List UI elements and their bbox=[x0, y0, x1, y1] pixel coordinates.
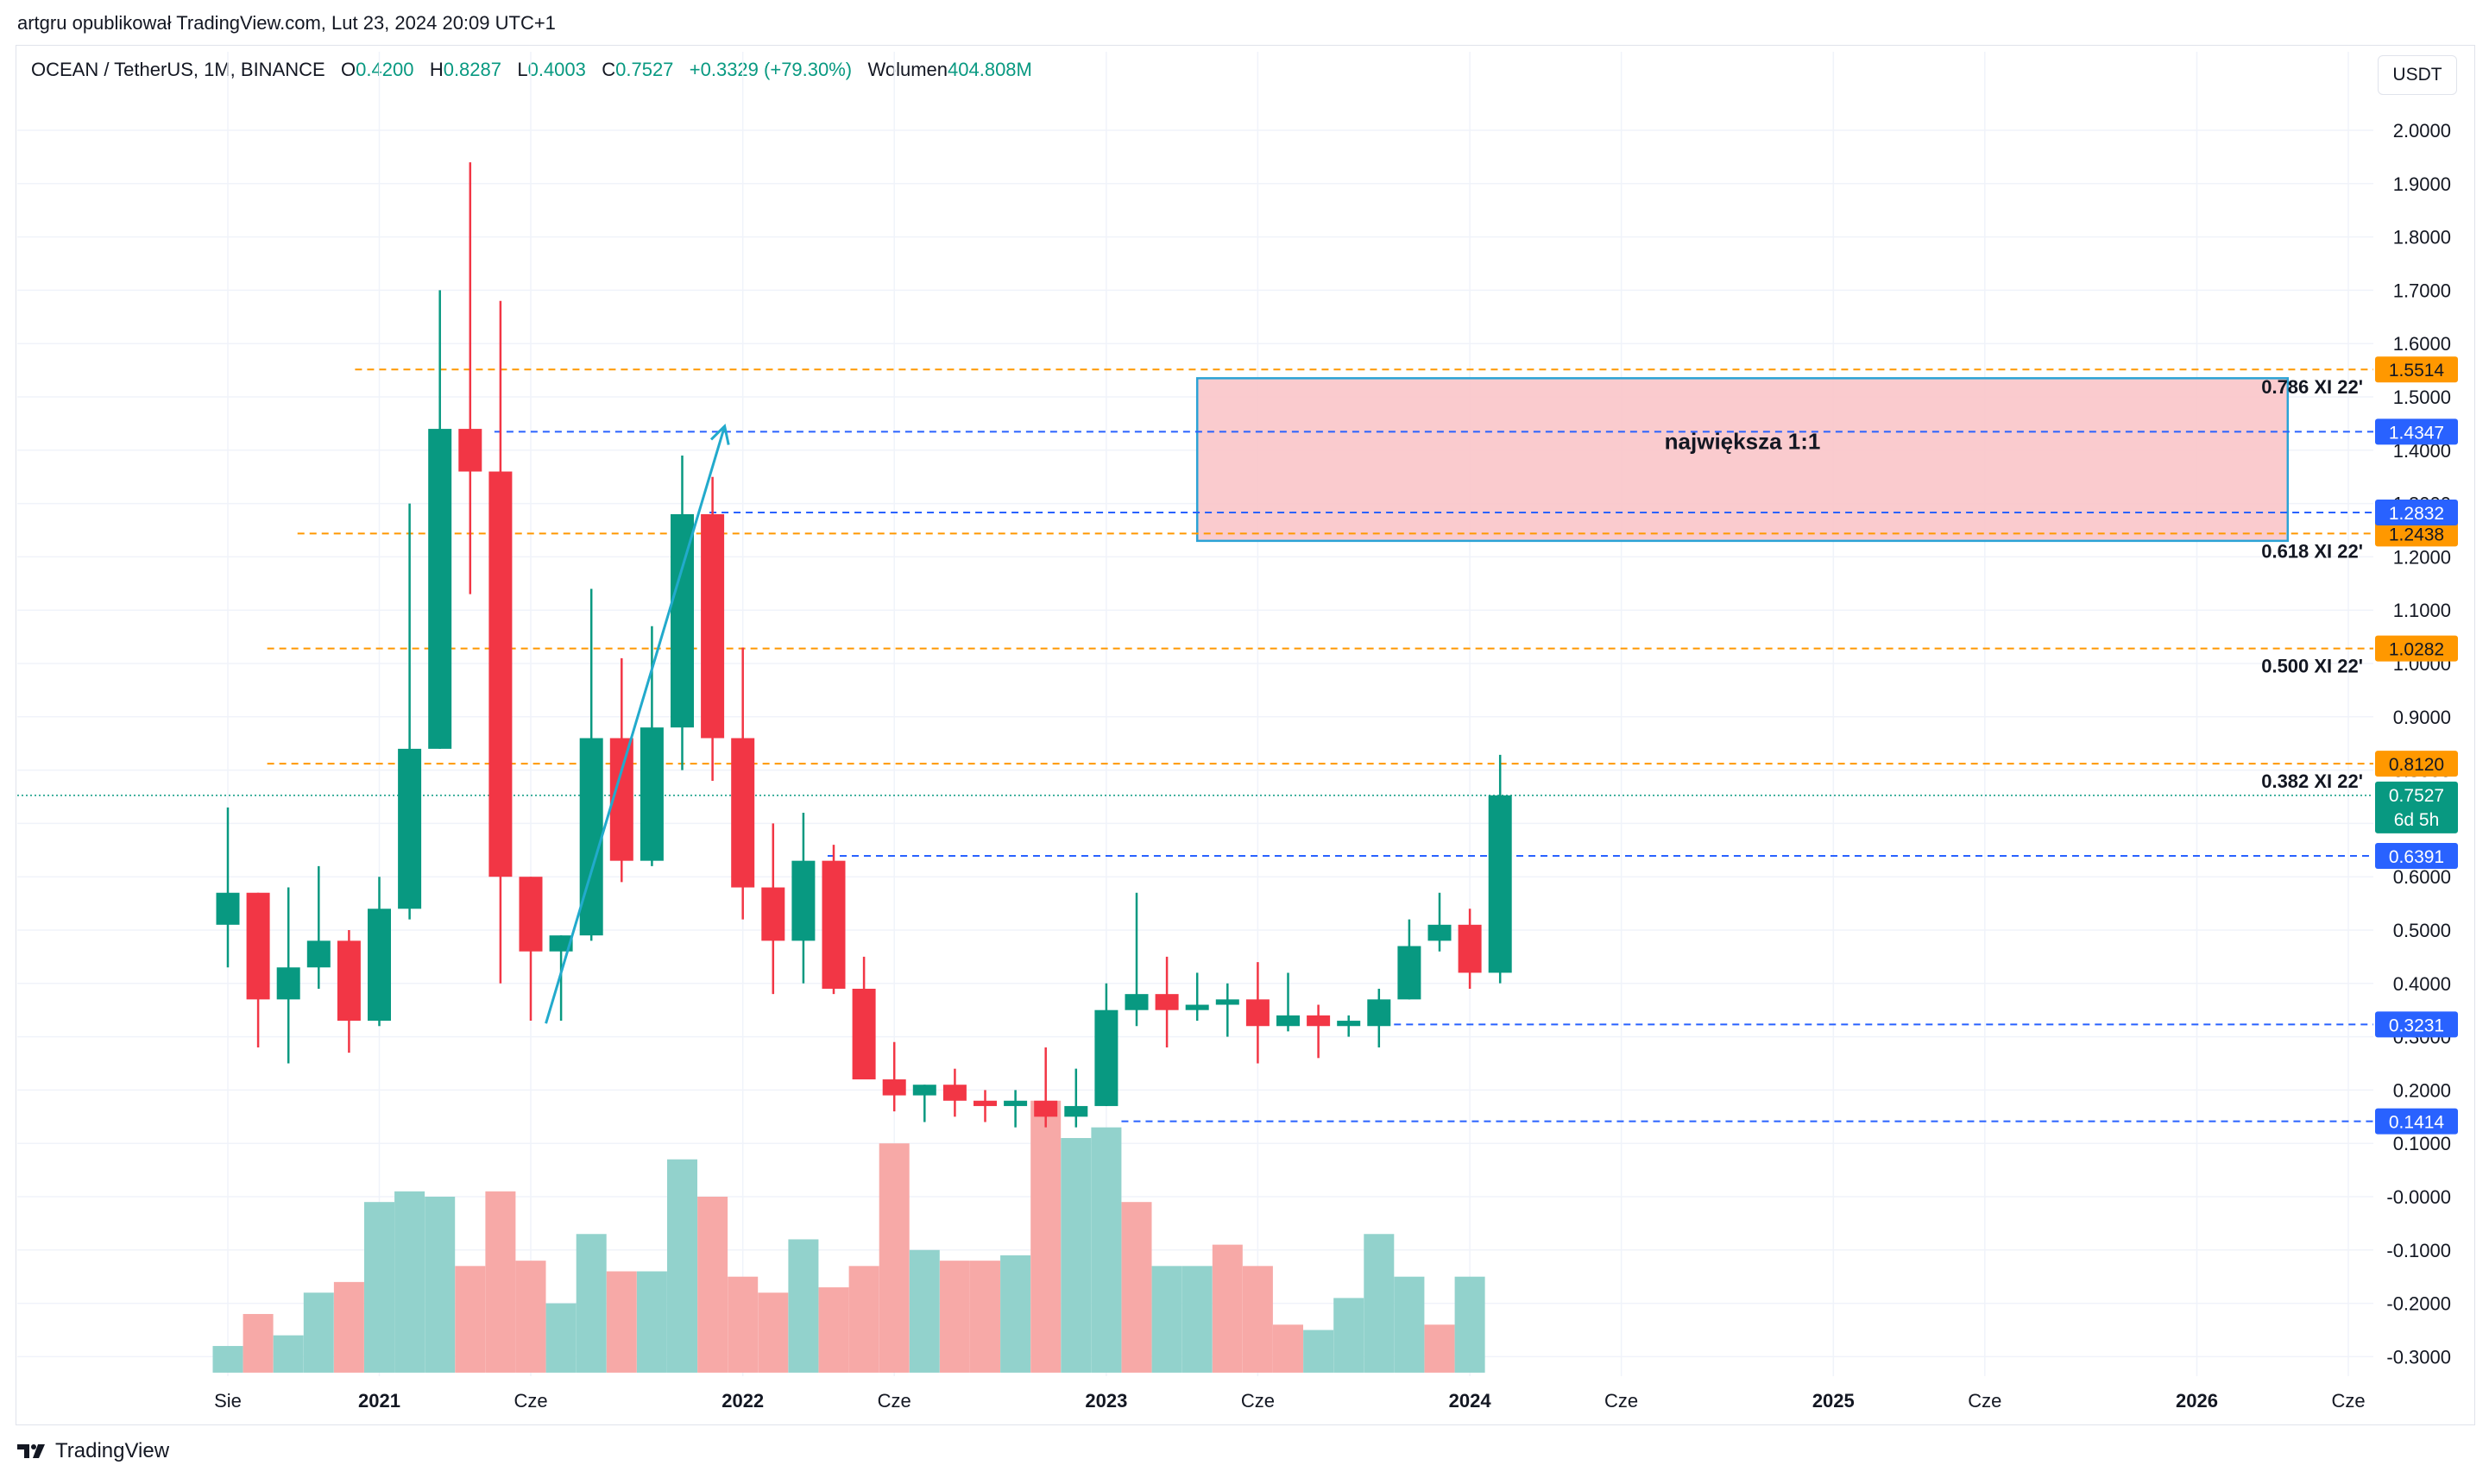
currency-button[interactable]: USDT bbox=[2378, 55, 2457, 95]
symbol-legend: OCEAN / TetherUS, 1M, BINANCE O0.4200 H0… bbox=[31, 59, 1032, 81]
tradingview-logo[interactable]: TradingView bbox=[17, 1439, 169, 1463]
close-value: 0.7527 bbox=[615, 59, 674, 80]
volume-label: Wolumen bbox=[867, 59, 948, 80]
open-label: O bbox=[341, 59, 356, 80]
low-value: 0.4003 bbox=[527, 59, 586, 80]
symbol-name[interactable]: OCEAN / TetherUS, 1M, BINANCE bbox=[31, 59, 325, 80]
high-label: H bbox=[429, 59, 444, 80]
volume-value: 404.808M bbox=[948, 59, 1032, 80]
close-label: C bbox=[602, 59, 616, 80]
brand-name: TradingView bbox=[55, 1439, 170, 1462]
tradingview-mark-icon bbox=[17, 1444, 45, 1458]
open-value: 0.4200 bbox=[356, 59, 414, 80]
high-value: 0.8287 bbox=[443, 59, 501, 80]
change-value: +0.3329 (+79.30%) bbox=[689, 59, 853, 80]
low-label: L bbox=[517, 59, 528, 80]
chart-frame bbox=[16, 45, 2475, 1425]
attribution: artgru opublikował TradingView.com, Lut … bbox=[17, 12, 556, 34]
